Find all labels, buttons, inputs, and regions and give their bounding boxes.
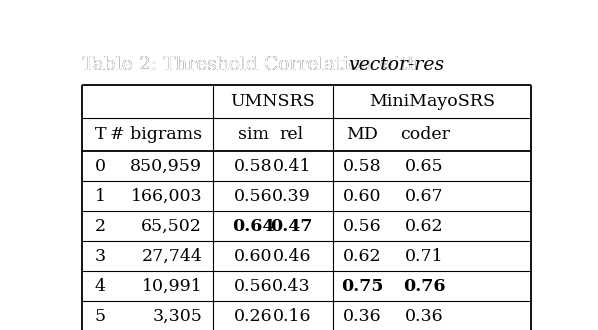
Text: rel: rel: [280, 126, 304, 144]
Text: 0: 0: [94, 158, 106, 175]
Text: vector-res: vector-res: [348, 56, 444, 74]
Text: 850,959: 850,959: [130, 158, 202, 175]
Text: 0.46: 0.46: [273, 248, 311, 265]
Text: coder: coder: [399, 126, 450, 144]
Text: Table 2: Threshold Correlation with: Table 2: Threshold Correlation with: [82, 56, 425, 74]
Text: # bigrams: # bigrams: [110, 126, 202, 144]
Text: 0.39: 0.39: [272, 188, 311, 205]
Text: 0.43: 0.43: [272, 278, 311, 295]
Text: T: T: [94, 126, 106, 144]
Text: 0.65: 0.65: [405, 158, 444, 175]
Text: 0.56: 0.56: [234, 188, 273, 205]
Text: 3: 3: [94, 248, 106, 265]
Text: 0.47: 0.47: [270, 218, 313, 235]
Text: 1: 1: [94, 188, 106, 205]
Text: 166,003: 166,003: [130, 188, 202, 205]
Text: 2: 2: [94, 218, 106, 235]
Text: 0.56: 0.56: [343, 218, 382, 235]
Text: 4: 4: [94, 278, 106, 295]
Text: 0.76: 0.76: [404, 278, 446, 295]
Text: Table 2: Threshold Correlation with: Table 2: Threshold Correlation with: [82, 56, 425, 74]
Text: 0.62: 0.62: [343, 248, 382, 265]
Text: 0.62: 0.62: [405, 218, 444, 235]
Text: 0.67: 0.67: [405, 188, 444, 205]
Text: sim: sim: [237, 126, 269, 144]
Text: 65,502: 65,502: [141, 218, 202, 235]
Text: 0.56: 0.56: [234, 278, 273, 295]
Text: 5: 5: [94, 308, 106, 325]
Text: MD: MD: [346, 126, 378, 144]
Text: 3,305: 3,305: [152, 308, 202, 325]
Text: 0.26: 0.26: [234, 308, 273, 325]
Text: 0.36: 0.36: [405, 308, 444, 325]
Text: 0.75: 0.75: [341, 278, 383, 295]
Text: 0.60: 0.60: [343, 188, 382, 205]
Text: 0.64: 0.64: [232, 218, 274, 235]
Text: 0.58: 0.58: [234, 158, 273, 175]
Text: 0.36: 0.36: [343, 308, 382, 325]
Text: 10,991: 10,991: [142, 278, 202, 295]
Text: UMNSRS: UMNSRS: [231, 93, 316, 110]
Text: 0.58: 0.58: [343, 158, 382, 175]
Text: 0.60: 0.60: [234, 248, 273, 265]
Text: MiniMayoSRS: MiniMayoSRS: [370, 93, 495, 110]
Text: 27,744: 27,744: [141, 248, 202, 265]
Text: 0.16: 0.16: [273, 308, 311, 325]
Text: 0.71: 0.71: [405, 248, 444, 265]
Text: 0.41: 0.41: [273, 158, 311, 175]
